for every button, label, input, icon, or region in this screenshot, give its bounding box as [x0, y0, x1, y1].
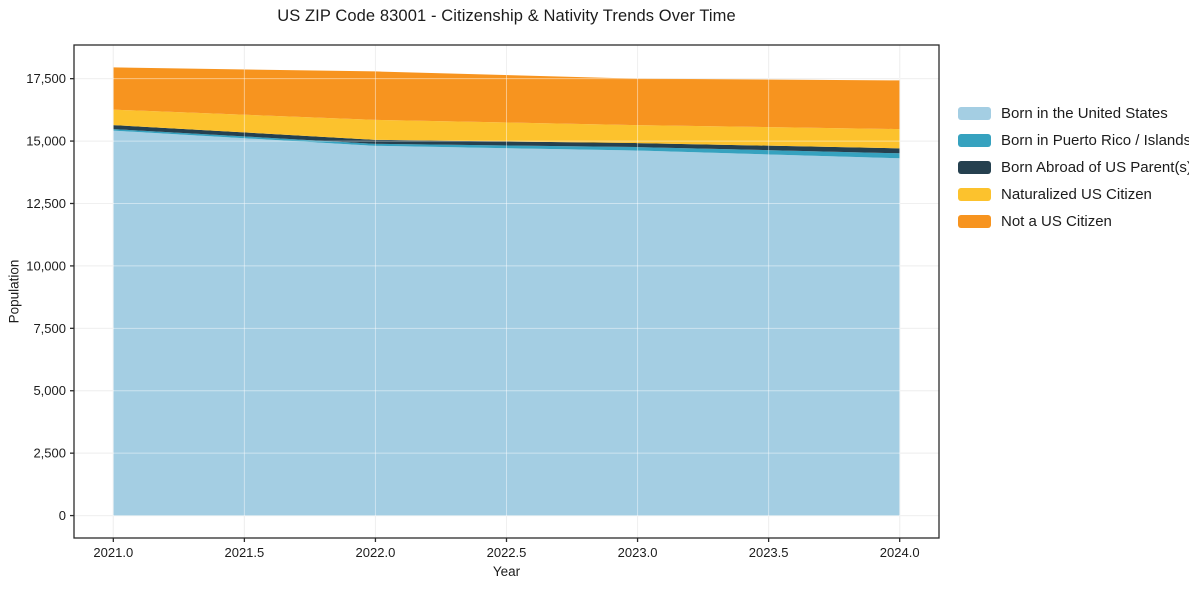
legend-label: Not a US Citizen [1001, 213, 1112, 230]
legend-label: Born in Puerto Rico / Islands [1001, 132, 1189, 149]
x-axis-label: Year [492, 564, 521, 579]
chart-title: US ZIP Code 83001 - Citizenship & Nativi… [277, 7, 736, 25]
area-born-abroad-of-us-parent-s [113, 125, 900, 154]
y-tick-label: 17,500 [26, 71, 66, 86]
legend-swatch-icon [958, 215, 991, 228]
legend-label: Born Abroad of US Parent(s) [1001, 159, 1189, 176]
legend-label: Born in the United States [1001, 105, 1168, 122]
y-tick-label: 0 [59, 508, 66, 523]
area-not-a-us-citizen [113, 67, 900, 130]
legend-swatch-icon [958, 161, 991, 174]
area-naturalized-us-citizen [113, 109, 900, 149]
x-tick-label: 2021.5 [224, 545, 264, 560]
y-tick-label: 2,500 [33, 446, 66, 461]
area-born-in-puerto-rico-islands [113, 129, 900, 159]
area-born-in-the-united-states [113, 130, 900, 516]
y-tick-label: 12,500 [26, 196, 66, 211]
x-tick-label: 2022.5 [487, 545, 527, 560]
legend-item-born-in-the-united-states: Born in the United States [958, 100, 1189, 127]
legend-item-born-in-puerto-rico-islands: Born in Puerto Rico / Islands [958, 127, 1189, 154]
x-tick-label: 2023.5 [749, 545, 789, 560]
x-tick-label: 2022.0 [356, 545, 396, 560]
legend-item-born-abroad-of-us-parent-s: Born Abroad of US Parent(s) [958, 154, 1189, 181]
legend-swatch-icon [958, 107, 991, 120]
legend-item-naturalized-us-citizen: Naturalized US Citizen [958, 181, 1189, 208]
legend-swatch-icon [958, 188, 991, 201]
x-tick-label: 2024.0 [880, 545, 920, 560]
legend: Born in the United States Born in Puerto … [958, 100, 1189, 235]
legend-swatch-icon [958, 134, 991, 147]
legend-item-not-a-us-citizen: Not a US Citizen [958, 208, 1189, 235]
y-tick-label: 15,000 [26, 134, 66, 149]
y-axis-label: Population [6, 259, 22, 324]
x-tick-label: 2023.0 [618, 545, 658, 560]
x-tick-label: 2021.0 [93, 545, 133, 560]
y-tick-label: 7,500 [33, 321, 66, 336]
legend-label: Naturalized US Citizen [1001, 186, 1152, 203]
y-tick-label: 10,000 [26, 258, 66, 273]
y-tick-label: 5,000 [33, 383, 66, 398]
